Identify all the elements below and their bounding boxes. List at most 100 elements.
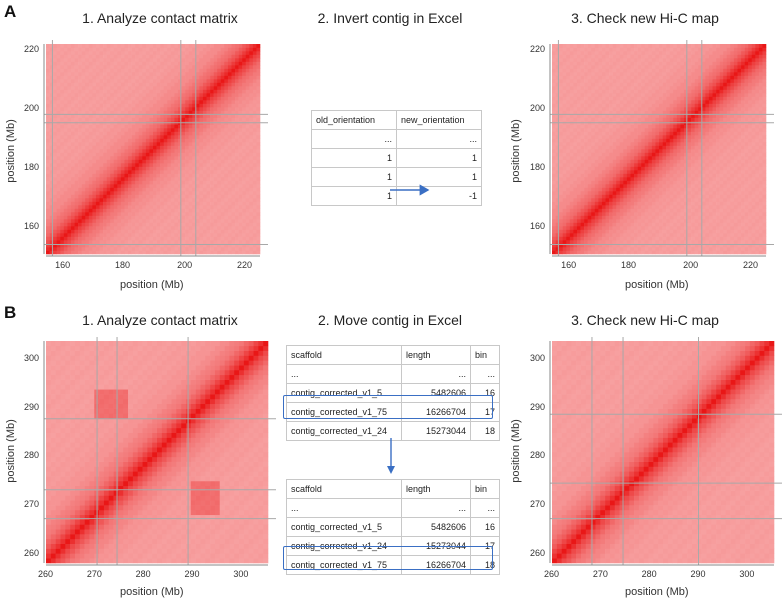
heatmap-cell — [224, 75, 229, 80]
heatmap-cell — [206, 82, 211, 87]
heatmap-cell — [167, 222, 172, 227]
heatmap-cell — [712, 215, 717, 220]
heatmap-cell — [135, 128, 140, 132]
heatmap-cell — [217, 131, 222, 136]
heatmap-cell — [217, 79, 222, 83]
heatmap-cell — [95, 233, 100, 237]
heatmap-cell — [128, 75, 132, 80]
heatmap-cell — [641, 201, 646, 206]
heatmap-cell — [601, 205, 606, 209]
heatmap-cell — [651, 215, 656, 220]
heatmap-cell — [106, 208, 111, 213]
heatmap-cell — [231, 145, 236, 150]
heatmap-cell — [748, 247, 753, 251]
heatmap-cell — [755, 240, 760, 244]
heatmap-cell — [748, 250, 753, 255]
heatmap-cell — [49, 58, 54, 62]
heatmap-cell — [623, 240, 628, 244]
heatmap-cell — [99, 65, 104, 69]
heatmap-cell — [188, 149, 193, 153]
heatmap-cell — [149, 229, 154, 234]
heatmap-cell — [156, 51, 161, 55]
heatmap-cell — [252, 142, 257, 146]
heatmap-cell — [730, 173, 735, 178]
heatmap-cell — [199, 135, 204, 139]
heatmap-cell — [60, 103, 65, 108]
heatmap-cell — [235, 138, 239, 143]
heatmap-cell — [238, 96, 243, 101]
heatmap-cell — [142, 240, 147, 244]
heatmap-cell — [70, 96, 75, 101]
heatmap-cell — [683, 191, 688, 195]
heatmap-cell — [245, 187, 250, 192]
heatmap-cell — [576, 226, 581, 230]
heatmap-cell — [149, 233, 154, 237]
heatmap-cell — [566, 247, 571, 251]
heatmap-cell — [49, 54, 54, 59]
heatmap-cell — [202, 75, 207, 80]
heatmap-cell — [67, 152, 72, 157]
heatmap-cell — [587, 208, 592, 213]
heatmap-cell — [95, 194, 100, 199]
heatmap-cell — [605, 236, 610, 241]
heatmap-cell — [687, 177, 692, 181]
heatmap-cell — [99, 149, 104, 153]
heatmap-cell — [63, 117, 68, 122]
heatmap-cell — [730, 205, 735, 209]
heatmap-cell — [199, 226, 204, 230]
heatmap-cell — [580, 243, 585, 248]
heatmap-cell — [669, 222, 674, 227]
heatmap-cell — [231, 159, 236, 164]
heatmap-cell — [252, 93, 257, 97]
heatmap-cell — [644, 177, 649, 181]
heatmap-cell — [256, 72, 261, 76]
heatmap-cell — [202, 124, 207, 129]
heatmap-cell — [160, 138, 164, 143]
heatmap-cell — [195, 170, 200, 174]
heatmap-cell — [199, 194, 204, 199]
heatmap-cell — [124, 47, 129, 52]
heatmap-cell — [641, 236, 646, 241]
heatmap-cell — [206, 205, 211, 209]
heatmap-cell — [185, 89, 189, 94]
heatmap-cell — [256, 166, 261, 171]
heatmap-cell — [220, 184, 225, 188]
heatmap-cell — [202, 51, 207, 55]
heatmap-cell — [744, 226, 749, 230]
heatmap-cell — [149, 145, 154, 150]
heatmap-cell — [256, 198, 261, 202]
heatmap-cell — [231, 75, 236, 80]
heatmap-cell — [224, 177, 229, 181]
heatmap-cell — [131, 103, 136, 108]
heatmap-cell — [609, 243, 613, 248]
heatmap-cell — [113, 107, 118, 111]
heatmap-cell — [174, 243, 179, 248]
heatmap-cell — [224, 250, 229, 255]
heatmap-cell — [56, 82, 61, 87]
heatmap-cell — [167, 177, 172, 181]
heatmap-cell — [227, 229, 232, 234]
heatmap-cell — [128, 145, 132, 150]
heatmap-cell — [167, 212, 172, 216]
heatmap-cell — [687, 180, 692, 185]
heatmap-cell — [195, 152, 200, 157]
heatmap-cell — [131, 215, 136, 220]
heatmap-cell — [673, 184, 678, 188]
heatmap-cell — [103, 110, 107, 115]
heatmap-cell — [131, 72, 136, 76]
heatmap-cell — [199, 250, 204, 255]
heatmap-cell — [103, 159, 107, 164]
heatmap-cell — [74, 194, 79, 199]
heatmap-cell — [256, 65, 261, 69]
heatmap-cell — [195, 159, 200, 164]
heatmap-cell — [206, 96, 211, 101]
heatmap-cell — [552, 170, 556, 174]
heatmap-cell — [612, 187, 617, 192]
heatmap-cell — [78, 247, 82, 251]
heatmap-cell — [74, 72, 79, 76]
heatmap-cell — [99, 215, 104, 220]
heatmap-cell — [741, 229, 745, 234]
heatmap-cell — [188, 72, 193, 76]
heatmap-cell — [95, 247, 100, 251]
heatmap-cell — [231, 114, 236, 118]
